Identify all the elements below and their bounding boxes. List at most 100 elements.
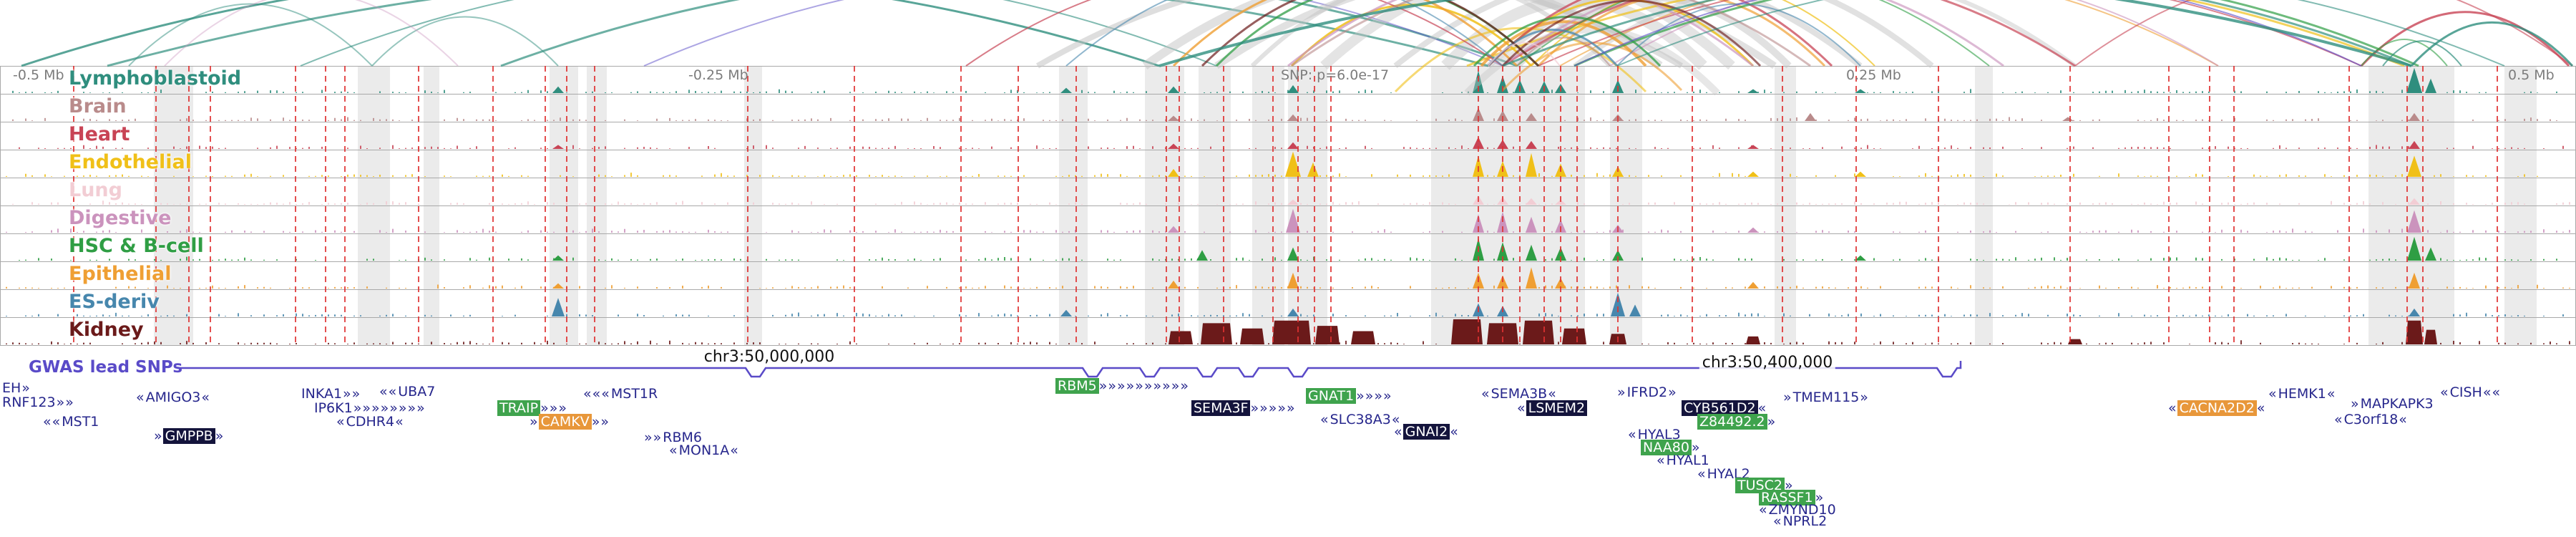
gene-ZMYND10[interactable]: «ZMYND10 (1759, 503, 1837, 518)
gene-IP6K1[interactable]: IP6K1»»»»»»»» (313, 400, 426, 416)
interaction-arc (1502, 0, 2412, 67)
gene-strand-arrows: » (1767, 414, 1777, 430)
interaction-arc (1466, 0, 2405, 67)
gene-GNAT1[interactable]: GNAT1»»»» (1306, 388, 1392, 404)
ruler-label-0-5-mb: -0.5 Mb (13, 67, 64, 83)
gene-name: HEMK1 (2278, 386, 2326, 402)
gene-strand-arrows: »»»»»»»» (353, 400, 426, 416)
gene-name: IP6K1 (314, 400, 353, 416)
gene-LSMEM2[interactable]: «LSMEM2 (1517, 400, 1588, 416)
interaction-arc (500, 0, 1518, 67)
gene-name: CACNA2D2 (2177, 400, 2257, 416)
track-label-lung[interactable]: Lung (69, 179, 122, 201)
gene-name: RBM5 (1055, 378, 1099, 394)
gene-strand-arrows: » (1784, 478, 1794, 493)
interaction-arc (1502, 0, 2004, 67)
interaction-arc (1537, 0, 1826, 67)
gene-SLC38A3[interactable]: «SLC38A3« (1320, 412, 1400, 427)
track-label-es-deriv[interactable]: ES-deriv (69, 291, 160, 313)
track-label-kidney[interactable]: Kidney (69, 319, 144, 341)
gene-strand-arrows: » (2351, 396, 2360, 412)
gene-name: TMEM115 (1792, 390, 1860, 405)
gene-strand-arrows: » (1783, 390, 1792, 405)
track-label-brain[interactable]: Brain (69, 95, 127, 117)
gene-EH[interactable]: EH» (1, 380, 31, 396)
gene-strand-arrows: » (154, 428, 163, 444)
gene-INKA1[interactable]: INKA1»» (301, 387, 361, 402)
interaction-arc (1531, 0, 1875, 67)
gene-HEMK1[interactable]: «HEMK1« (2268, 387, 2336, 402)
track-label-heart[interactable]: Heart (69, 123, 130, 145)
gene-strand-arrows: »» (343, 386, 361, 402)
gwas-snp-line (177, 361, 1962, 378)
gene-CAMKV[interactable]: » CAMKV»» (530, 414, 610, 430)
interaction-arc (965, 0, 1503, 67)
gene-RBM5[interactable]: RBM5»»»»»»»»»» (1055, 378, 1189, 394)
gene-NAA80[interactable]: NAA80» (1641, 440, 1701, 455)
gene-strand-arrows: » (215, 428, 225, 444)
ruler-label-0-25-mb: -0.25 Mb (688, 67, 748, 83)
gene-MAPKAPK3[interactable]: »MAPKAPK3 (2351, 397, 2434, 412)
gene-AMIGO3[interactable]: «AMIGO3« (136, 390, 210, 405)
gene-GMPPB[interactable]: » GMPPB» (154, 428, 225, 444)
track-label-endothelial[interactable]: Endothelial (69, 151, 192, 173)
gene-SEMA3F[interactable]: SEMA3F»»»»» (1191, 400, 1296, 416)
gene-name: HYAL3 (1637, 427, 1681, 442)
gene-strand-arrows: »» (56, 395, 74, 410)
gene-strand-arrows: « (136, 390, 145, 405)
coordinate-label: chr3:50,000,000 (701, 349, 838, 365)
gene-CYB561D2[interactable]: CYB561D2 « (1682, 400, 1767, 416)
gene-RBM6[interactable]: »»RBM6 (644, 430, 703, 445)
gene-HYAL3[interactable]: «HYAL3 (1628, 427, 1682, 442)
gene-strand-arrows: »»»»» (1250, 400, 1296, 416)
gene-CACNA2D2[interactable]: «CACNA2D2 « (2168, 400, 2265, 416)
gene-UBA7[interactable]: ««UBA7 (379, 384, 436, 400)
gene-name: GNAI2 (1402, 424, 1450, 440)
gene-HYAL1[interactable]: «HYAL1 (1657, 453, 1710, 468)
gene-C3orf18[interactable]: «C3orf18« (2334, 412, 2408, 427)
gene-IFRD2[interactable]: »IFRD2» (1617, 384, 1677, 400)
interaction-arc (1464, 26, 1720, 96)
gene-Z84492.2[interactable]: Z84492.2» (1697, 414, 1777, 430)
gene-SEMA3B[interactable]: «SEMA3B« (1481, 387, 1557, 402)
gene-HYAL2[interactable]: «HYAL2 (1697, 467, 1751, 482)
track-label-lymphoblastoid[interactable]: Lymphoblastoid (69, 67, 242, 90)
gene-strand-arrows: « (1773, 513, 1782, 529)
gwas-lead-snps-label[interactable]: GWAS lead SNPs (29, 358, 183, 377)
gene-name: RBM6 (663, 430, 702, 445)
gene-name: TRAIP (497, 400, 541, 416)
gene-strand-arrows: « (395, 414, 404, 430)
gene-CDHR4[interactable]: «CDHR4« (336, 415, 404, 430)
gene-CISH[interactable]: «CISH«« (2440, 384, 2501, 400)
gene-strand-arrows: » (1617, 384, 1626, 400)
track-label-hsc-b-cell[interactable]: HSC & B-cell (69, 235, 204, 257)
gene-strand-arrows: » (1668, 384, 1677, 400)
gene-RASSF1[interactable]: RASSF1» (1759, 490, 1824, 505)
gene-strand-arrows: « (1481, 386, 1491, 402)
gene-strand-arrows: » (1691, 440, 1701, 455)
interaction-arc (164, 0, 459, 67)
gene-NPRL2[interactable]: «NPRL2 (1773, 513, 1828, 529)
ruler-label-0-5-mb: 0.5 Mb (2508, 67, 2555, 83)
gene-MON1A[interactable]: «MON1A« (669, 443, 739, 458)
track-label-epithelial[interactable]: Epithelial (69, 263, 172, 285)
gene-TRAIP[interactable]: TRAIP»»» (497, 400, 567, 416)
signal-noise-brain (12, 117, 2557, 121)
gene-name: EH (2, 380, 21, 396)
gene-MST1R[interactable]: «««MST1R (583, 387, 658, 402)
coordinate-label: chr3:50,400,000 (1699, 355, 1836, 371)
gene-TMEM115[interactable]: »TMEM115» (1783, 390, 1869, 405)
gene-RNF123[interactable]: RNF123»» (1, 395, 74, 410)
gene-strand-arrows: »»» (540, 400, 567, 416)
gene-TUSC2[interactable]: TUSC2» (1735, 478, 1794, 493)
gene-MST1[interactable]: ««MST1 (43, 415, 99, 430)
interaction-arc (107, 0, 1489, 67)
track-label-digestive[interactable]: Digestive (69, 207, 172, 229)
gene-GNAI2[interactable]: «GNAI2 « (1394, 424, 1459, 440)
interaction-arc (1501, 0, 1762, 67)
gene-name: RNF123 (2, 395, 56, 410)
gene-strand-arrows: « (2440, 384, 2449, 400)
gene-strand-arrows: »»»»»»»»»» (1098, 378, 1189, 394)
gene-name: MST1R (610, 386, 658, 402)
